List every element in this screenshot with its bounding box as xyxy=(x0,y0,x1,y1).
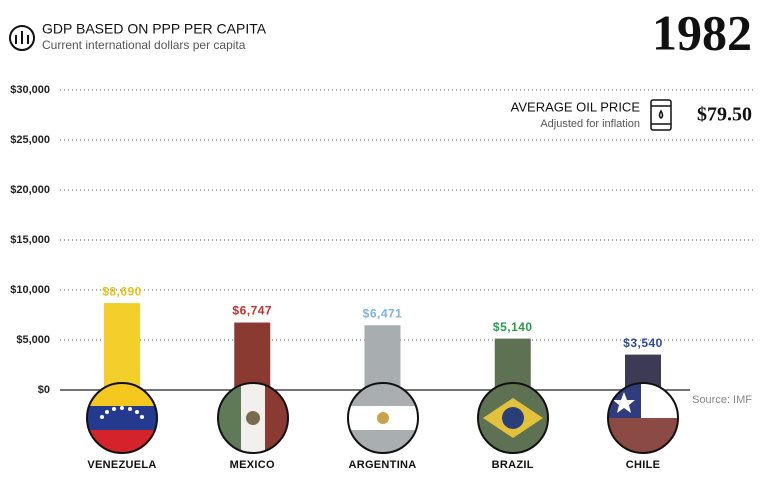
header-icon xyxy=(9,25,35,51)
y-tick-label: $15,000 xyxy=(10,234,50,246)
y-tick-label: $0 xyxy=(38,384,50,396)
value-label: $6,471 xyxy=(363,306,403,320)
chart-title: GDP BASED ON PPP PER CAPITA xyxy=(42,21,267,37)
oil-icon xyxy=(650,99,672,131)
x-tick-label: BRAZIL xyxy=(492,459,534,471)
x-tick-label: MEXICO xyxy=(230,459,275,471)
bar xyxy=(494,338,531,390)
y-tick-label: $10,000 xyxy=(10,284,50,296)
flag-argentina xyxy=(347,382,419,454)
y-tick-label: $5,000 xyxy=(16,334,50,346)
x-tick-label: CHILE xyxy=(626,459,661,471)
value-label: $6,747 xyxy=(232,304,272,318)
source: Source: IMF xyxy=(692,394,752,406)
flag-venezuela xyxy=(86,382,158,454)
bar xyxy=(364,325,401,390)
bar xyxy=(234,322,271,390)
y-tick-label: $25,000 xyxy=(10,134,50,146)
bar xyxy=(104,303,140,390)
x-tick-label: VENEZUELA xyxy=(87,459,156,471)
oil-subtitle: Adjusted for inflation xyxy=(540,118,640,130)
y-tick-label: $20,000 xyxy=(10,184,50,196)
flag-chile xyxy=(607,382,679,454)
value-label: $3,540 xyxy=(623,336,663,350)
oil-title: AVERAGE OIL PRICE xyxy=(511,99,641,114)
labels: $8,690 VENEZUELA $6,747 MEXICO $6,471 ARGENTI… xyxy=(87,284,663,471)
value-label: $8,690 xyxy=(102,284,142,298)
value-label: $5,140 xyxy=(493,320,533,334)
year: 1982 xyxy=(652,4,752,60)
flag-mexico xyxy=(217,382,289,454)
x-tick-label: ARGENTINA xyxy=(348,459,416,471)
y-tick-label: $30,000 xyxy=(10,84,50,96)
flag-brazil xyxy=(477,382,549,454)
chart-subtitle: Current international dollars per capita xyxy=(42,38,246,52)
bars xyxy=(104,303,661,390)
flags xyxy=(86,382,679,454)
oil-price: $79.50 xyxy=(697,104,752,126)
